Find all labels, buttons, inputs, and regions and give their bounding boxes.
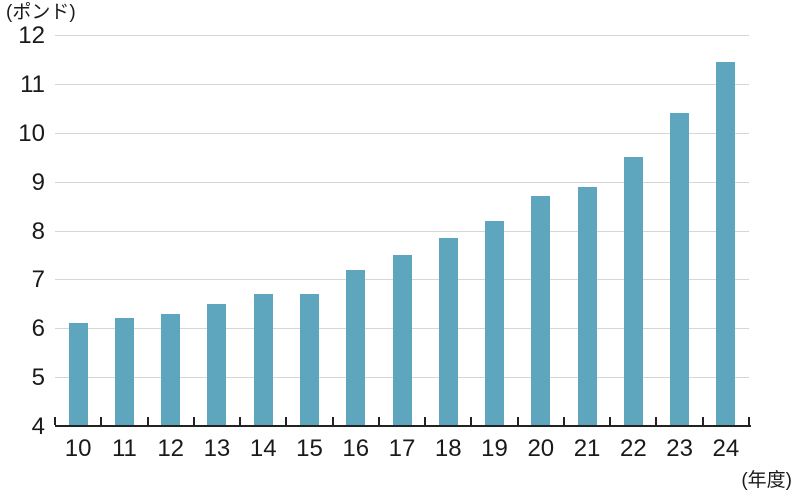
y-tick-label: 9 [31,168,45,196]
bar [670,113,690,426]
x-tick-label: 23 [666,435,693,462]
x-axis-tick [470,417,473,425]
x-tick-label: 11 [111,435,137,462]
bar [531,196,551,426]
bar [253,294,273,426]
x-tick-label: 17 [388,435,416,462]
x-tick-label: 24 [712,435,740,462]
y-tick-label: 8 [31,217,45,245]
x-axis-tick [424,417,427,425]
x-axis-tick [54,417,56,425]
x-axis-tick [377,417,380,425]
x-axis-tick [192,417,195,425]
y-tick-label: 6 [31,315,45,343]
bar [485,220,505,426]
y-gridline [55,83,749,85]
x-tick-label: 10 [64,435,92,462]
bar [623,157,643,426]
bar [577,186,597,426]
x-tick-label: 19 [481,435,508,462]
x-axis-tick [146,417,149,425]
x-tick-label: 21 [573,435,601,462]
bar [207,303,227,426]
y-gridline [55,35,749,36]
x-axis-tick [331,417,334,425]
x-axis-tick [609,417,612,425]
x-axis-tick [562,417,565,425]
x-axis-tick [239,417,242,425]
bar [299,294,319,426]
y-tick-label: 5 [31,364,45,392]
y-axis-unit-label: (ポンド) [6,2,76,23]
x-axis-tick [655,417,658,425]
y-tick-label: 7 [31,266,45,294]
x-tick-label: 22 [619,435,647,462]
x-tick-label: 12 [157,435,185,462]
bar [161,313,181,426]
x-axis-tick [285,417,288,425]
x-axis-tick [516,417,519,425]
y-gridline [55,181,749,183]
bar [68,323,88,426]
x-tick-label: 20 [527,435,555,462]
y-gridline [55,230,749,232]
bar [438,237,458,426]
y-tick-label: 4 [31,413,45,440]
x-tick-label: 18 [434,435,462,462]
x-axis-unit-label: (年度) [741,470,792,491]
bar [392,254,412,426]
bar [346,269,366,426]
bar [114,318,134,426]
x-axis-tick [100,417,103,425]
y-tick-label: 12 [18,22,45,49]
x-tick-label: 16 [342,435,370,462]
x-tick-label: 14 [249,435,277,462]
x-axis-line [55,425,751,427]
x-axis-tick [701,417,704,425]
x-tick-label: 15 [296,435,323,462]
bar [716,61,736,426]
x-axis-tick [748,417,750,425]
y-tick-label: 11 [20,70,45,98]
y-tick-label: 10 [18,119,45,147]
x-tick-label: 13 [203,435,231,462]
y-gridline [55,132,749,134]
